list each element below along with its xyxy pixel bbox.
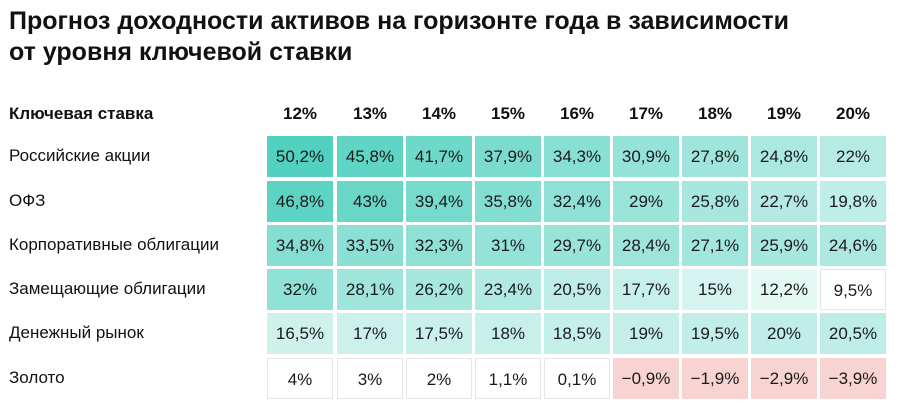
heatmap-cell: 16,5% (267, 313, 333, 354)
chart-title: Прогноз доходности активов на горизонте … (9, 6, 889, 68)
heatmap-cell: 32,4% (544, 181, 610, 222)
heatmap-cell: 0,1% (544, 358, 610, 399)
heatmap-cell: 25,9% (751, 225, 817, 266)
heatmap-cell: 18,5% (544, 313, 610, 354)
heatmap-cell: 4% (267, 358, 333, 399)
row-label: Корпоративные облигации (9, 235, 219, 254)
heatmap-cell: 26,2% (406, 269, 472, 310)
heatmap-cell: 35,8% (475, 181, 541, 222)
column-header-rate: 15% (490, 104, 526, 123)
heatmap-cell: 20,5% (544, 269, 610, 310)
heatmap-cell: 41,7% (406, 136, 472, 177)
heatmap-cell: 34,8% (267, 225, 333, 266)
heatmap-cell: 34,3% (544, 136, 610, 177)
heatmap-cell: 32,3% (406, 225, 472, 266)
heatmap-cell: 32% (267, 269, 333, 310)
heatmap-cell: 29,7% (544, 225, 610, 266)
heatmap-cell: 9,5% (820, 269, 886, 310)
column-header-rate: 18% (697, 104, 733, 123)
heatmap-cell: 45,8% (337, 136, 403, 177)
heatmap-cell: 15% (682, 269, 748, 310)
heatmap-cell: 20% (751, 313, 817, 354)
row-label: Золото (9, 368, 65, 387)
heatmap-cell: −0,9% (613, 358, 679, 399)
heatmap-cell: 50,2% (267, 136, 333, 177)
heatmap-cell: 18% (475, 313, 541, 354)
heatmap-cell: 12,2% (751, 269, 817, 310)
column-header-rate: 12% (282, 104, 318, 123)
heatmap-cell: 24,6% (820, 225, 886, 266)
heatmap-cell: 30,9% (613, 136, 679, 177)
heatmap-cell: 22% (820, 136, 886, 177)
column-header-rate: 17% (628, 104, 664, 123)
chart-title-line-2: от уровня ключевой ставки (9, 38, 353, 66)
row-label: Замещающие облигации (9, 279, 206, 298)
heatmap-cell: 27,8% (682, 136, 748, 177)
heatmap-cell: 25,8% (682, 181, 748, 222)
column-header-rate: 16% (559, 104, 595, 123)
column-header-rate: 19% (766, 104, 802, 123)
heatmap-cell: −2,9% (751, 358, 817, 399)
heatmap-cell: −1,9% (682, 358, 748, 399)
heatmap-cell: 28,1% (337, 269, 403, 310)
heatmap-cell: 19,5% (682, 313, 748, 354)
heatmap-cell: 2% (406, 358, 472, 399)
heatmap-cell: 46,8% (267, 181, 333, 222)
row-label: Российские акции (9, 146, 151, 165)
heatmap-cell: 43% (337, 181, 403, 222)
heatmap-cell: 19,8% (820, 181, 886, 222)
heatmap-cell: 33,5% (337, 225, 403, 266)
chart-title-line-1: Прогноз доходности активов на горизонте … (9, 7, 790, 35)
row-header-label: Ключевая ставка (9, 104, 154, 123)
heatmap-cell: 3% (337, 358, 403, 399)
heatmap-cell: 27,1% (682, 225, 748, 266)
column-header-rate: 14% (421, 104, 457, 123)
row-label: Денежный рынок (9, 323, 144, 342)
column-header-rate: 13% (352, 104, 388, 123)
heatmap-cell: 29% (613, 181, 679, 222)
heatmap-cell: 37,9% (475, 136, 541, 177)
heatmap-cell: 28,4% (613, 225, 679, 266)
column-header-rate: 20% (835, 104, 871, 123)
heatmap-cell: 23,4% (475, 269, 541, 310)
heatmap-cell: 20,5% (820, 313, 886, 354)
heatmap-cell: 39,4% (406, 181, 472, 222)
row-label: ОФЗ (9, 191, 46, 210)
heatmap-cell: −3,9% (820, 358, 886, 399)
heatmap-cell: 1,1% (475, 358, 541, 399)
heatmap-cell: 17% (337, 313, 403, 354)
heatmap-cell: 17,7% (613, 269, 679, 310)
heatmap-cell: 22,7% (751, 181, 817, 222)
heatmap-cell: 19% (613, 313, 679, 354)
heatmap-cell: 31% (475, 225, 541, 266)
heatmap-cell: 24,8% (751, 136, 817, 177)
heatmap-cell: 17,5% (406, 313, 472, 354)
